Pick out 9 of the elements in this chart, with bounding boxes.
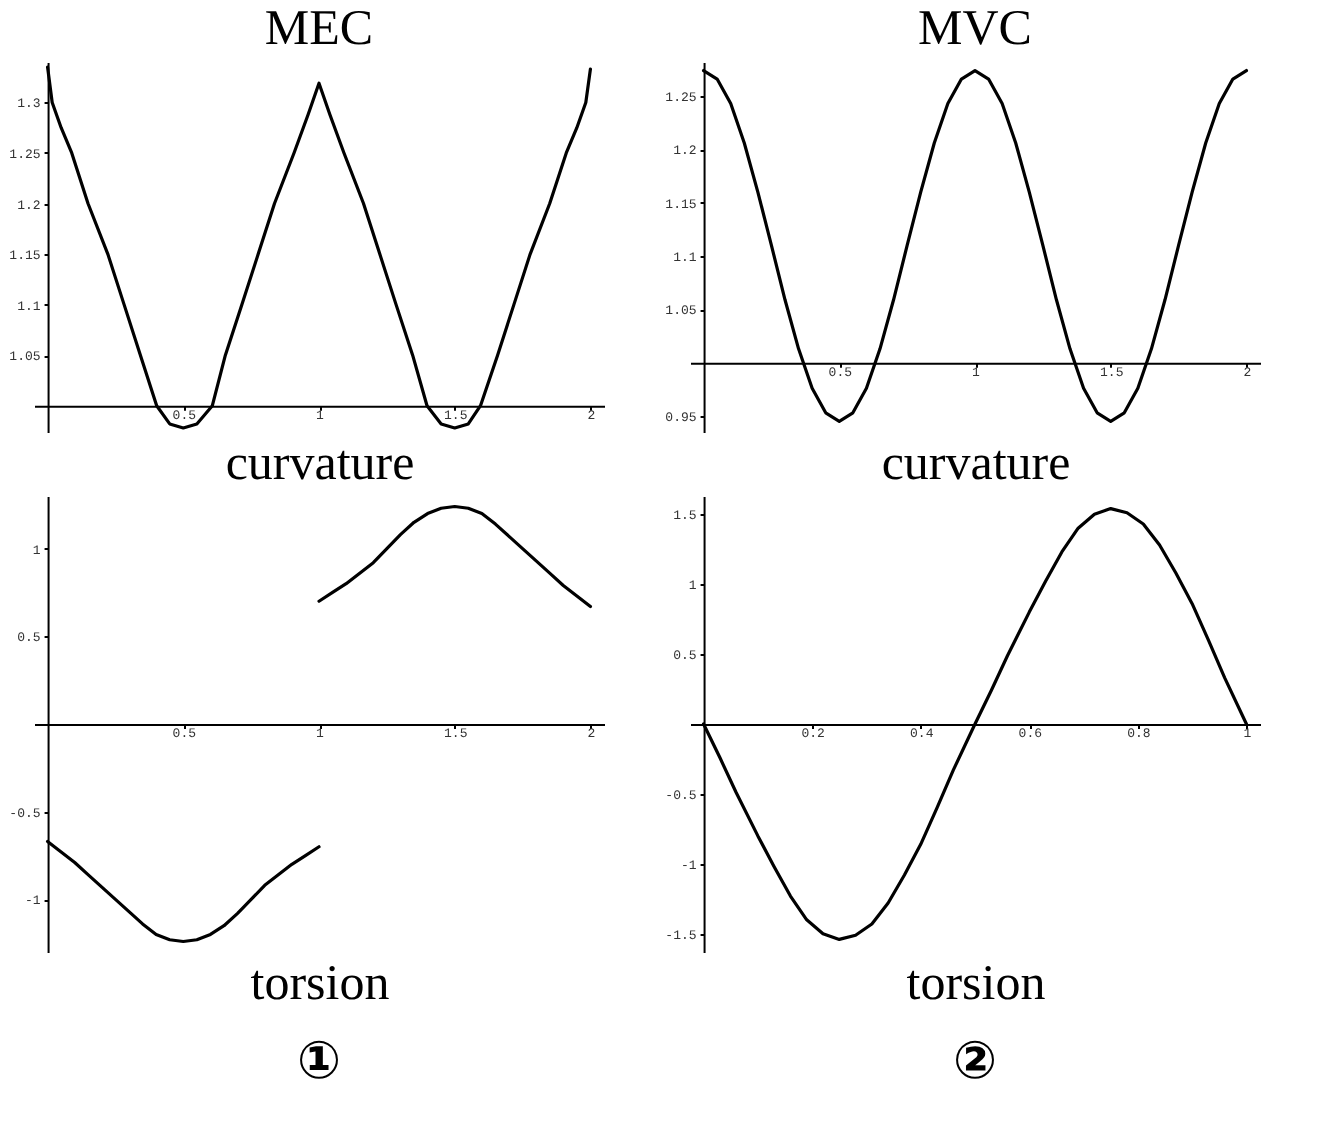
text: ① — [296, 1032, 342, 1092]
x-axis-title: torsion — [906, 957, 1047, 1011]
chart-title: MVC — [918, 2, 1032, 56]
x-axis-title: curvature — [225, 437, 415, 491]
text: ② — [952, 1032, 998, 1092]
x-axis-title: torsion — [250, 957, 391, 1011]
line-series — [317, 504, 593, 609]
chart-title: MEC — [264, 2, 374, 56]
x-axis-title: curvature — [881, 437, 1071, 491]
